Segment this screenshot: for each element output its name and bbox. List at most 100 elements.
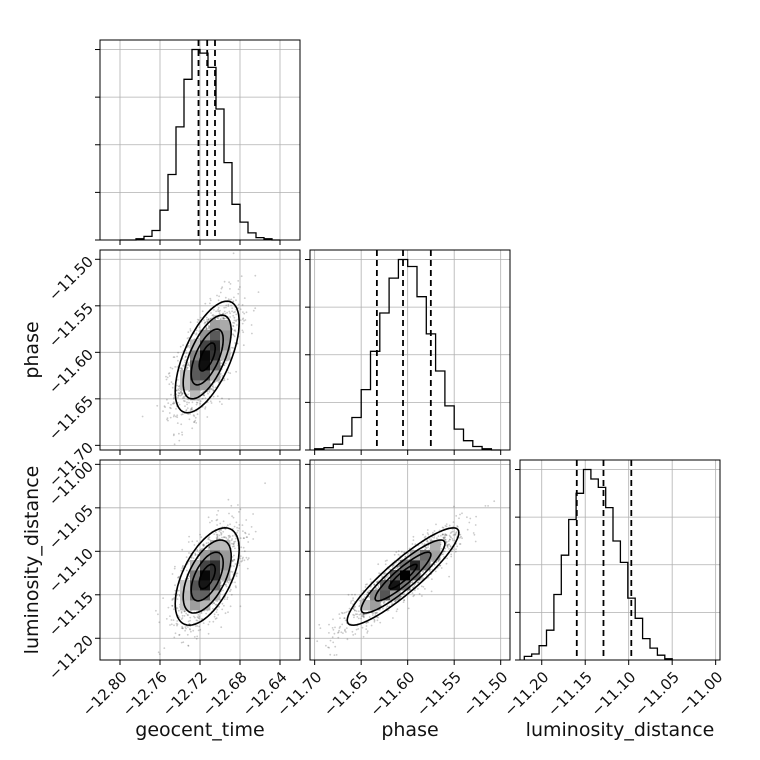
scatter-point <box>233 319 236 322</box>
scatter-point <box>329 653 332 656</box>
scatter-point <box>450 536 452 539</box>
scatter-point <box>227 303 230 306</box>
scatter-point <box>222 520 225 523</box>
scatter-point <box>331 627 334 629</box>
scatter-point <box>458 517 460 520</box>
scatter-point <box>238 524 241 526</box>
scatter-point <box>185 352 188 355</box>
scatter-point <box>234 329 237 331</box>
density-cell <box>220 570 231 581</box>
scatter-point <box>365 625 368 627</box>
scatter-point <box>174 589 177 592</box>
scatter-point <box>164 406 167 408</box>
scatter-point <box>195 422 198 424</box>
scatter-point <box>450 531 453 533</box>
scatter-point <box>195 638 198 640</box>
density-cell <box>200 360 211 371</box>
scatter-point <box>207 538 210 541</box>
scatter-point <box>178 633 181 636</box>
scatter-point <box>430 538 433 541</box>
scatter-point <box>444 547 447 550</box>
scatter-point <box>334 645 337 648</box>
scatter-point <box>213 309 215 311</box>
scatter-point <box>451 550 453 553</box>
scatter-point <box>183 364 186 366</box>
scatter-point <box>257 291 260 293</box>
scatter-point <box>426 529 429 531</box>
density-cell <box>200 550 211 561</box>
scatter-point <box>168 412 171 414</box>
contour-line <box>346 527 460 627</box>
scatter-point <box>459 536 461 539</box>
scatter-point <box>242 344 245 347</box>
scatter-point <box>211 520 213 522</box>
scatter-point <box>354 605 356 608</box>
scatter-point <box>217 306 220 309</box>
density-cell <box>190 560 201 571</box>
scatter-point <box>452 534 455 536</box>
scatter-point <box>221 315 223 318</box>
scatter-point <box>244 532 247 535</box>
scatter-point <box>366 591 369 594</box>
scatter-point <box>328 632 330 634</box>
scatter-point <box>167 419 169 422</box>
scatter-point <box>189 413 192 415</box>
scatter-point <box>184 626 187 628</box>
scatter-point <box>245 311 248 314</box>
scatter-point <box>218 534 221 537</box>
scatter-point <box>391 566 394 568</box>
scatter-point <box>176 620 179 622</box>
scatter-point <box>319 627 322 630</box>
scatter-point <box>208 546 211 549</box>
scatter-point <box>343 617 346 619</box>
scatter-point <box>386 575 389 578</box>
scatter-point <box>484 505 487 507</box>
scatter-point <box>180 391 183 393</box>
y-tick-label: −11.20 <box>45 632 97 684</box>
scatter-point <box>447 543 450 546</box>
scatter-point <box>188 346 191 349</box>
scatter-point <box>429 570 431 573</box>
scatter-point <box>383 573 386 575</box>
scatter-point <box>167 372 170 375</box>
scatter-point <box>168 375 171 377</box>
scatter-point <box>220 373 222 375</box>
contour-line <box>388 563 418 590</box>
scatter-point <box>414 543 417 546</box>
scatter-point <box>189 328 192 330</box>
scatter-point <box>377 584 379 587</box>
scatter-point <box>229 288 231 290</box>
scatter-point <box>442 537 445 540</box>
scatter-point <box>396 565 399 568</box>
scatter-point <box>353 609 356 612</box>
scatter-point <box>195 332 198 335</box>
scatter-point <box>407 607 410 610</box>
scatter-point <box>338 627 341 629</box>
scatter-point <box>174 632 177 635</box>
scatter-point <box>178 616 181 618</box>
scatter-point <box>231 538 234 540</box>
scatter-point <box>346 638 349 641</box>
scatter-point <box>216 535 219 537</box>
scatter-point <box>460 535 462 538</box>
scatter-point <box>215 533 218 536</box>
scatter-point <box>187 645 190 647</box>
scatter-point <box>210 388 213 391</box>
scatter-point <box>211 314 214 317</box>
scatter-point <box>180 392 183 394</box>
scatter-point <box>354 609 356 612</box>
scatter-point <box>231 556 234 558</box>
scatter-point <box>230 570 233 573</box>
scatter-point <box>208 545 211 548</box>
scatter-point <box>459 543 462 545</box>
density-cell <box>220 330 231 341</box>
scatter-point <box>240 546 243 549</box>
density-cell <box>370 600 381 611</box>
scatter-point <box>376 588 379 591</box>
scatter-point <box>403 599 405 602</box>
scatter-point <box>229 523 232 526</box>
scatter-point <box>448 548 450 550</box>
scatter-point <box>178 432 180 435</box>
scatter-point <box>407 552 410 555</box>
scatter-point <box>227 305 230 307</box>
